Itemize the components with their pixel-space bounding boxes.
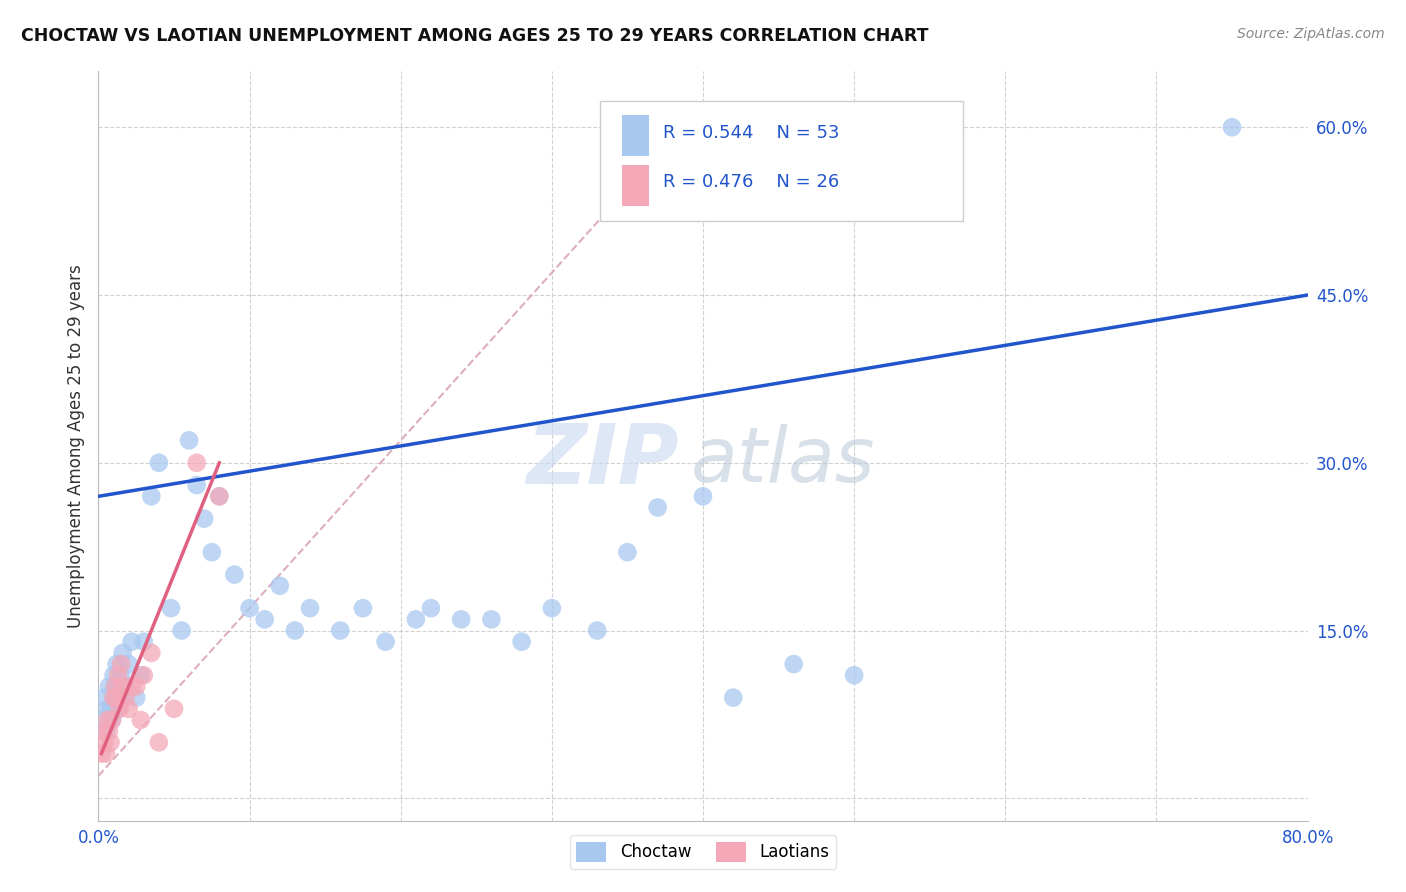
Bar: [600, 102, 963, 221]
Choctaw: [114, 680, 136, 694]
Choctaw: [352, 601, 374, 615]
Choctaw: [125, 690, 148, 705]
Laotians: [118, 702, 141, 716]
Choctaw: [91, 713, 114, 727]
Laotians: [148, 735, 170, 749]
Choctaw: [374, 634, 396, 648]
Choctaw: [121, 634, 143, 648]
Laotians: [186, 456, 208, 470]
Laotians: [108, 702, 131, 716]
Choctaw: [101, 713, 124, 727]
Choctaw: [208, 489, 231, 503]
Laotians: [105, 690, 128, 705]
Choctaw: [179, 434, 201, 448]
Choctaw: [540, 601, 562, 615]
Choctaw: [148, 456, 170, 470]
Choctaw: [723, 690, 745, 705]
Laotians: [101, 713, 124, 727]
Choctaw: [586, 624, 609, 638]
Laotians: [163, 702, 186, 716]
Choctaw: [783, 657, 806, 671]
Choctaw: [450, 612, 472, 626]
Choctaw: [284, 624, 307, 638]
Choctaw: [141, 489, 163, 503]
Text: R = 0.544    N = 53: R = 0.544 N = 53: [664, 124, 839, 142]
Text: atlas: atlas: [690, 424, 876, 498]
Laotians: [103, 690, 125, 705]
Choctaw: [1220, 120, 1243, 135]
Choctaw: [193, 511, 215, 525]
Choctaw: [616, 545, 638, 559]
Choctaw: [118, 657, 141, 671]
Laotians: [111, 680, 134, 694]
Laotians: [104, 680, 127, 694]
Laotians: [129, 713, 152, 727]
Choctaw: [329, 624, 352, 638]
Laotians: [107, 668, 129, 682]
Laotians: [94, 747, 117, 761]
Choctaw: [692, 489, 714, 503]
Choctaw: [481, 612, 503, 626]
Laotians: [141, 646, 163, 660]
Choctaw: [132, 634, 155, 648]
Laotians: [91, 724, 114, 739]
Laotians: [100, 735, 122, 749]
Choctaw: [105, 657, 128, 671]
Choctaw: [103, 690, 125, 705]
Choctaw: [96, 702, 118, 716]
Choctaw: [170, 624, 193, 638]
Choctaw: [108, 690, 131, 705]
Text: ZIP: ZIP: [526, 420, 679, 501]
Text: Source: ZipAtlas.com: Source: ZipAtlas.com: [1237, 27, 1385, 41]
Y-axis label: Unemployment Among Ages 25 to 29 years: Unemployment Among Ages 25 to 29 years: [66, 264, 84, 628]
Laotians: [93, 735, 115, 749]
Choctaw: [110, 668, 132, 682]
Choctaw: [224, 567, 246, 582]
Laotians: [208, 489, 231, 503]
Laotians: [98, 724, 121, 739]
Laotians: [96, 713, 118, 727]
Laotians: [90, 747, 112, 761]
Choctaw: [103, 668, 125, 682]
Laotians: [121, 680, 143, 694]
Text: R = 0.476    N = 26: R = 0.476 N = 26: [664, 173, 839, 191]
Choctaw: [510, 634, 533, 648]
Laotians: [114, 690, 136, 705]
Choctaw: [239, 601, 262, 615]
Choctaw: [844, 668, 866, 682]
Choctaw: [129, 668, 152, 682]
Choctaw: [107, 702, 129, 716]
Choctaw: [104, 680, 127, 694]
Bar: [621, 115, 648, 156]
Laotians: [132, 668, 155, 682]
Choctaw: [405, 612, 427, 626]
Choctaw: [253, 612, 276, 626]
Choctaw: [269, 579, 291, 593]
Choctaw: [201, 545, 224, 559]
Choctaw: [647, 500, 669, 515]
Bar: [621, 165, 648, 206]
Choctaw: [299, 601, 322, 615]
Legend: Choctaw, Laotians: Choctaw, Laotians: [569, 835, 837, 869]
Choctaw: [160, 601, 183, 615]
Choctaw: [94, 724, 117, 739]
Choctaw: [186, 478, 208, 492]
Choctaw: [420, 601, 443, 615]
Laotians: [125, 680, 148, 694]
Choctaw: [100, 702, 122, 716]
Laotians: [110, 657, 132, 671]
Choctaw: [98, 680, 121, 694]
Choctaw: [111, 646, 134, 660]
Text: CHOCTAW VS LAOTIAN UNEMPLOYMENT AMONG AGES 25 TO 29 YEARS CORRELATION CHART: CHOCTAW VS LAOTIAN UNEMPLOYMENT AMONG AG…: [21, 27, 928, 45]
Choctaw: [93, 690, 115, 705]
